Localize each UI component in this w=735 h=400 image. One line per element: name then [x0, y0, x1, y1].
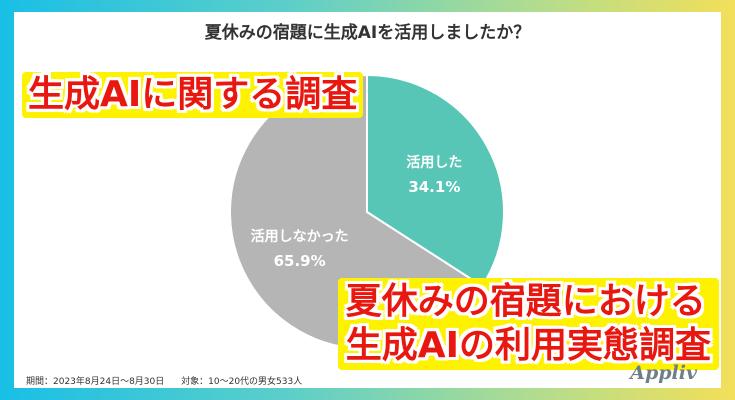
slice-label-not-used: 活用しなかった 65.9%: [240, 225, 360, 273]
overlay-headline: 生成AIに関する調査: [22, 72, 364, 118]
slice-name-used: 活用した: [406, 155, 463, 172]
survey-target: 対象：10～20代の男女533人: [181, 377, 303, 387]
overlay-subheadline-line2: 生成AIの利用実態調査: [345, 325, 711, 366]
chart-title: 夏休みの宿題に生成AIを活用しましたか？: [204, 23, 531, 43]
overlay-subheadline-line1: 夏休みの宿題における: [345, 281, 706, 322]
appliv-logo: Appliv: [630, 362, 697, 384]
overlay-subheadline: 夏休みの宿題における 生成AIの利用実態調査: [337, 278, 719, 370]
slice-percent-used: 34.1%: [408, 178, 461, 197]
slice-name-not-used: 活用しなかった: [250, 228, 349, 245]
survey-footer: 期間：2023年8月24日～8月30日 対象：10～20代の男女533人: [26, 374, 316, 387]
slice-percent-not-used: 65.9%: [273, 251, 326, 270]
slice-label-used: 活用した 34.1%: [374, 151, 494, 199]
survey-period: 期間：2023年8月24日～8月30日: [26, 377, 165, 387]
